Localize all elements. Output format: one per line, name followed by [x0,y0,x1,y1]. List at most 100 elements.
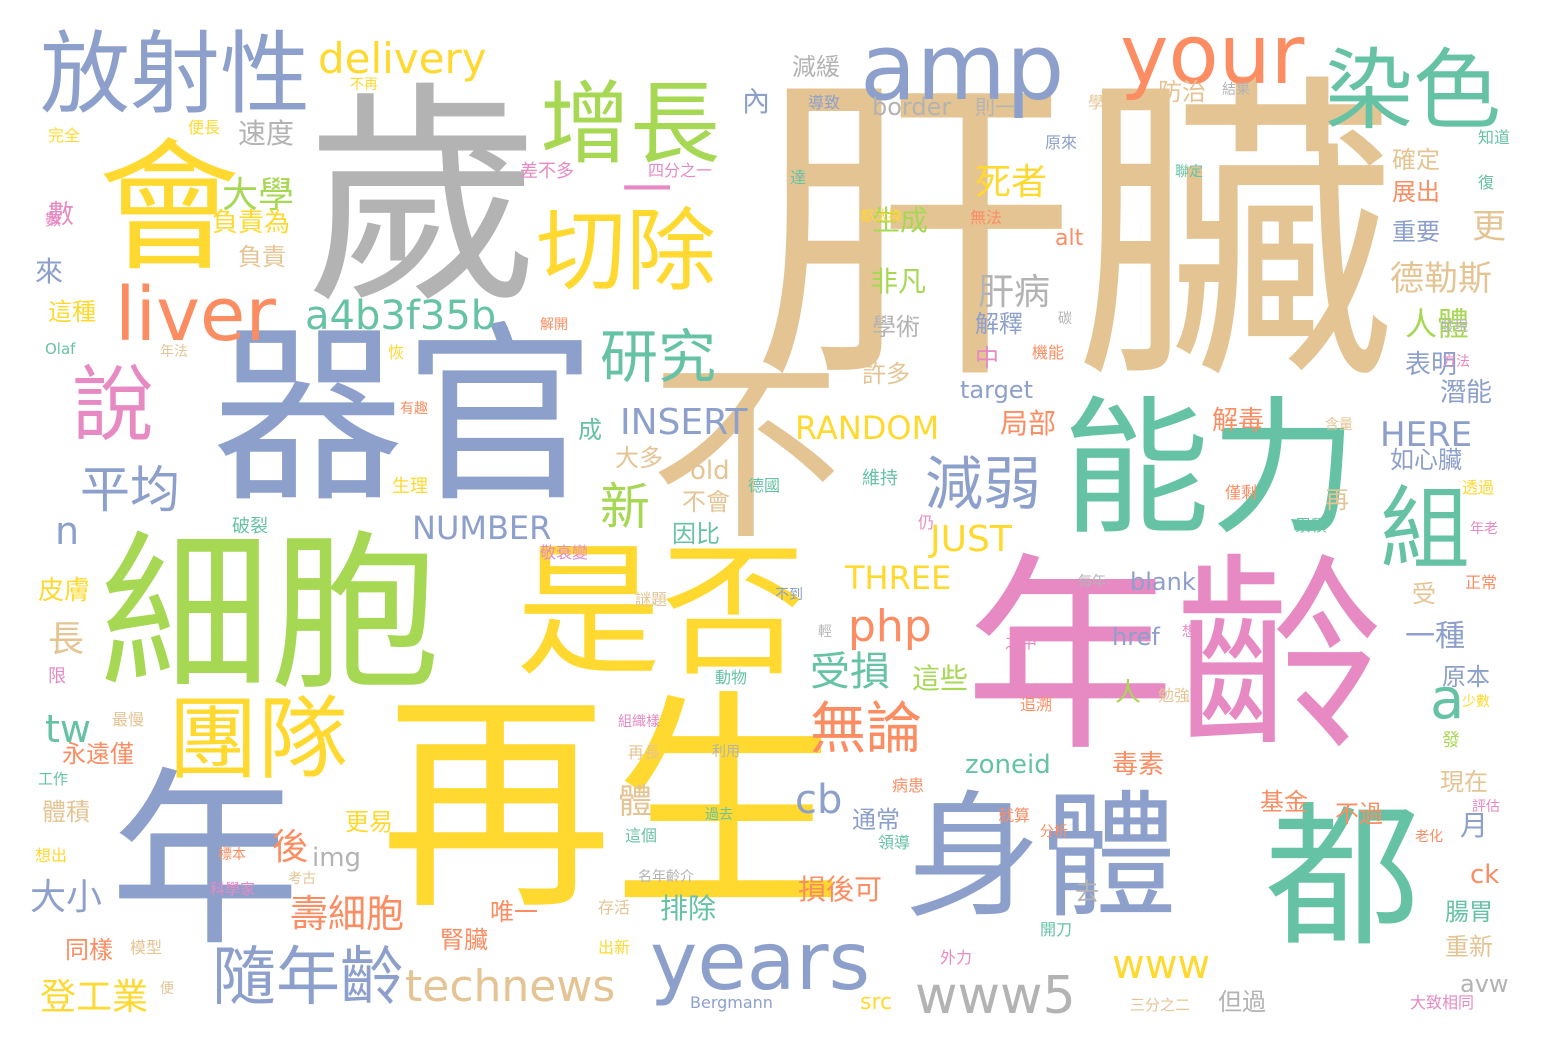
word: 三分之二 [1130,996,1191,1014]
word: 大多 [615,444,663,472]
word: 德國 [748,476,781,495]
word: 年法 [160,344,188,360]
word: 出新 [598,938,631,957]
word: 累積 [1295,516,1328,535]
word: 就算 [998,806,1031,825]
word: 達 [790,168,807,187]
word: 新 [600,478,650,536]
word: 來 [35,255,64,288]
word: 輕 [818,624,832,640]
word: 學術 [872,313,920,341]
word: 重新 [1445,933,1493,961]
word: 非凡 [870,265,927,298]
word: 許多 [862,360,910,388]
word: 減弱 [925,450,1042,518]
word: tw [45,707,91,751]
word: 德勒斯 [1390,259,1492,299]
word: 長 [48,619,85,660]
word: 歲 [305,63,540,336]
word: 說 [72,358,155,453]
word: 大致相同 [1410,993,1475,1012]
word: 毒素 [1112,750,1165,780]
word: 皮膚 [38,576,91,606]
word: 負責 [238,243,286,271]
word: 則一 [975,95,1015,119]
word: 永遠僅 [62,740,134,768]
word: 透過 [1462,478,1495,497]
word: 月 [1460,809,1489,842]
word: 敬衰變 [540,543,589,562]
word: href [1112,623,1160,651]
word: 復 [1478,173,1495,192]
word: 動物 [715,668,748,687]
word: 生理 [392,476,428,497]
word: 考古 [288,871,316,887]
word: 發 [1442,730,1460,751]
word: 登工業 [40,977,149,1018]
word: 完全 [48,126,81,145]
word: 再長 [628,743,661,762]
word: 大小 [30,877,103,918]
word: 維持 [862,468,898,489]
word: 體 [618,782,652,822]
word: RANDOM [795,409,940,447]
word: 解開 [540,317,568,333]
word: 現在 [1440,768,1488,796]
word: Bergmann [690,993,773,1012]
word: 少數 [1462,694,1490,710]
word: 不 [650,344,842,567]
word: 去 [1075,878,1099,906]
word: 會 [98,126,240,291]
word: 人 [1115,678,1142,708]
word: 無論 [810,697,922,762]
word: 肝臟 [752,48,1396,423]
word: 放射性 [40,22,310,127]
word: 但過 [1218,988,1266,1016]
word: 年齡 [965,535,1386,780]
word: 染色 [1325,39,1502,142]
word: 工作 [38,770,69,788]
word: 更易 [345,808,393,836]
word: technews [405,961,616,1012]
word: 年老 [1470,521,1498,537]
word: a [1430,667,1465,732]
word: 最慢 [112,710,145,729]
word: 領導 [878,833,911,852]
word: THREE [845,559,952,597]
word: 都 [1265,787,1420,968]
word: 潛能 [1440,378,1493,408]
word: 無法 [970,208,1003,227]
word: 模型 [130,938,163,957]
word: 一 [622,161,672,219]
word: border [872,93,952,121]
word: 局部 [1000,407,1057,440]
word: 肝病 [978,272,1051,313]
word: 腸胃 [1445,898,1493,926]
word: 數 [48,200,75,230]
word: a4b3f35b [305,293,497,339]
word: 唯一 [490,898,538,926]
word: 團隊 [168,687,348,792]
word: 平均 [80,461,180,519]
word: 方法 [1442,354,1470,370]
word: 切除 [536,199,716,304]
word: 大學 [222,175,295,216]
word: INSERT [620,402,748,443]
word: HERE [1380,415,1473,455]
word: 謎題 [635,590,668,609]
word: 不會 [682,488,730,516]
word: 減緩 [792,53,840,81]
word: 因比 [672,520,720,548]
word: 評估 [1472,799,1500,815]
word: 勉強 [1158,686,1191,705]
word: years [650,915,871,1008]
word: 是否 [516,528,806,697]
word: 聯定 [1175,164,1203,180]
word: 受損 [810,649,890,695]
word: 發現 [1440,319,1468,335]
word: 外力 [940,948,973,967]
word: 這個 [625,826,658,845]
word: 分析 [1040,824,1068,840]
word: 成 [578,416,602,444]
word: 存活 [598,898,631,917]
